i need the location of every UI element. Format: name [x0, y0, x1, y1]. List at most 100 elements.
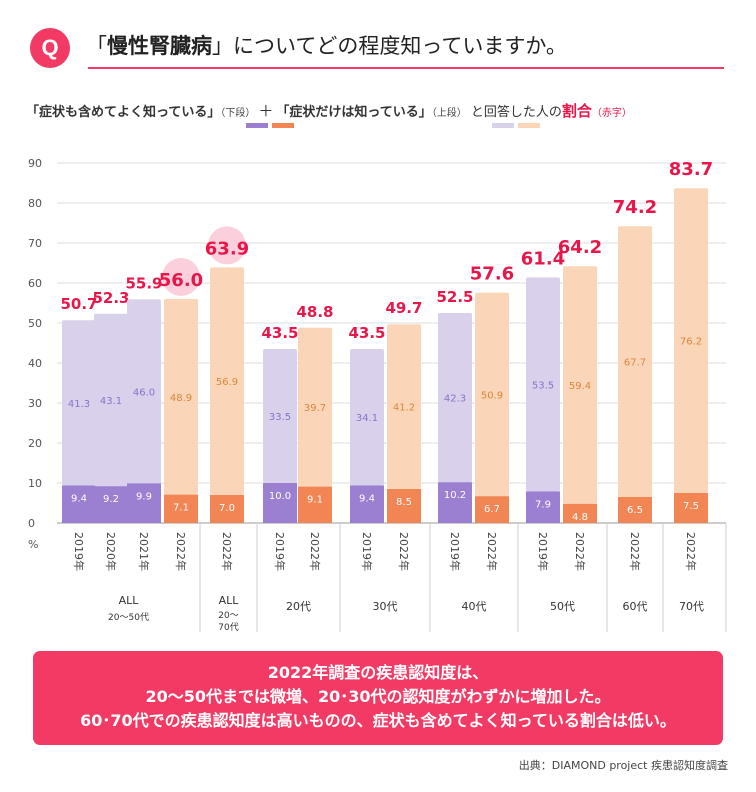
bar-upper-segment — [438, 313, 472, 483]
y-tick-label: 10 — [28, 477, 42, 490]
bar-upper-segment — [210, 267, 244, 495]
year-tick-label: 2022年 — [397, 532, 411, 571]
legend-ratio-note: （赤字） — [591, 108, 632, 119]
y-tick-label: 40 — [28, 357, 42, 370]
group-label: 20代 — [286, 600, 311, 613]
title-underline — [88, 67, 724, 69]
bar-upper-value: 39.7 — [304, 403, 326, 414]
bar-upper-value: 59.4 — [569, 381, 591, 392]
legend-swatch-purple-light — [492, 123, 514, 128]
bar-total-label: 83.7 — [669, 159, 713, 180]
year-tick-label: 2021年 — [137, 532, 151, 571]
summary-line-2: 20〜50代までは微増、20･30代の認知度がわずかに増加した。 — [145, 687, 611, 706]
legend-swatch-orange-light — [518, 123, 540, 128]
bar-upper-value: 41.2 — [393, 403, 415, 414]
legend-swatch-orange-dark — [272, 123, 294, 128]
chart-legend: 「症状も含めてよく知っている」（下段）＋「症状だけは知っている」（上段） と回答… — [26, 100, 632, 121]
bar-lower-value: 7.0 — [219, 503, 235, 514]
bar-upper-segment — [563, 266, 597, 504]
bar-lower-segment — [263, 483, 297, 523]
summary-box: 2022年調査の疾患認知度は、 20〜50代までは微増、20･30代の認知度がわ… — [33, 651, 723, 745]
year-tick-label: 2019年 — [360, 532, 374, 571]
bar-lower-segment — [298, 486, 332, 523]
bar-total-label: 56.0 — [159, 270, 203, 291]
question-badge: Q — [30, 28, 70, 68]
legend-label-symptoms: 「症状だけは知っている」 — [276, 105, 432, 120]
bar-total-label: 43.5 — [261, 324, 298, 342]
highlight-circle — [208, 226, 246, 265]
bar-total-label: 74.2 — [613, 197, 657, 218]
bar-upper-value: 56.9 — [216, 377, 238, 388]
bar-upper-segment — [350, 349, 384, 486]
bar-upper-segment — [164, 299, 198, 495]
bar-total-label: 48.8 — [296, 303, 333, 321]
y-tick-label: 20 — [28, 437, 42, 450]
bar-lower-segment — [210, 495, 244, 523]
group-label: 70代 — [679, 600, 704, 613]
question-text: についてどの程度知っていますか。 — [233, 34, 567, 58]
bar-upper-segment — [674, 188, 708, 493]
bar-upper-value: 42.3 — [444, 394, 466, 405]
source-credit: 出典：DIAMOND project 疾患認知度調査 — [518, 759, 728, 772]
group-label: ALL — [219, 594, 240, 607]
bar-upper-value: 33.5 — [269, 412, 291, 423]
year-tick-label: 2022年 — [220, 532, 234, 571]
bar-lower-segment — [127, 483, 161, 523]
group-sublabel: 70代 — [218, 622, 238, 633]
bar-upper-value: 67.7 — [624, 358, 646, 369]
bar-lower-segment — [350, 485, 384, 523]
group-label: 40代 — [462, 600, 487, 613]
bar-lower-segment — [526, 491, 560, 523]
bar-total-label: 57.6 — [470, 264, 514, 285]
bar-lower-segment — [438, 482, 472, 523]
legend-note-upper: （上段） — [431, 108, 467, 119]
bar-upper-segment — [127, 299, 161, 484]
legend-note-lower: （下段） — [220, 108, 256, 119]
bar-upper-segment — [263, 349, 297, 483]
legend-ratio-label: 割合 — [561, 102, 592, 120]
y-tick-label: 90 — [28, 157, 42, 170]
bar-upper-value: 46.0 — [133, 387, 155, 398]
year-tick-label: 2022年 — [485, 532, 499, 571]
group-label: 30代 — [373, 600, 398, 613]
disease-name: 慢性腎臓病 — [107, 34, 212, 58]
bar-lower-value: 7.9 — [535, 499, 551, 510]
question-title: 「慢性腎臓病」についてどの程度知っていますか。 — [86, 30, 567, 60]
bar-lower-value: 10.0 — [269, 491, 291, 502]
bar-lower-value: 4.8 — [572, 512, 588, 523]
bar-upper-segment — [475, 292, 509, 497]
y-tick-label: 70 — [28, 237, 42, 250]
bar-upper-value: 43.1 — [100, 396, 122, 407]
bar-upper-value: 53.5 — [532, 380, 554, 391]
bar-lower-segment — [618, 497, 652, 523]
bar-lower-value: 7.1 — [173, 503, 189, 514]
bar-total-label: 55.9 — [125, 274, 162, 292]
year-tick-label: 2022年 — [174, 532, 188, 571]
group-label: 50代 — [550, 600, 575, 613]
bar-upper-segment — [387, 324, 421, 489]
bar-lower-value: 7.5 — [683, 501, 699, 512]
bar-lower-value: 9.9 — [136, 491, 152, 502]
close-quote: 」 — [212, 34, 233, 58]
group-sublabel: 20〜 — [218, 611, 238, 621]
legend-plus: ＋ — [258, 102, 274, 120]
bar-lower-value: 6.7 — [484, 504, 500, 515]
bar-total-label: 52.5 — [436, 288, 473, 306]
bar-upper-value: 50.9 — [481, 390, 503, 401]
group-label: 60代 — [623, 600, 648, 613]
bar-upper-segment — [62, 320, 96, 486]
bar-lower-segment — [164, 494, 198, 523]
bar-lower-segment — [94, 486, 128, 523]
bar-upper-segment — [94, 313, 128, 487]
bar-total-label: 43.5 — [348, 324, 385, 342]
bar-lower-segment — [62, 485, 96, 523]
bar-upper-value: 48.9 — [170, 393, 192, 404]
summary-line-1: 2022年調査の疾患認知度は、 — [267, 663, 489, 682]
y-unit-label: % — [28, 538, 38, 551]
year-tick-label: 2022年 — [573, 532, 587, 571]
bar-lower-segment — [475, 496, 509, 523]
bar-lower-value: 9.2 — [103, 494, 119, 505]
year-tick-label: 2019年 — [536, 532, 550, 571]
bar-lower-value: 6.5 — [627, 505, 643, 516]
bar-upper-segment — [526, 277, 560, 492]
